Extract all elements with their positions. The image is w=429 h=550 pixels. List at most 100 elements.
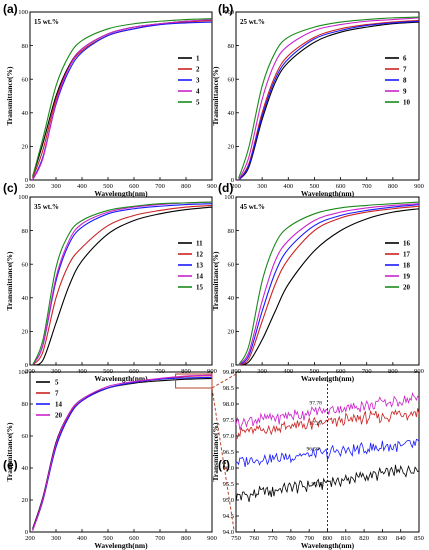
y-tick-label: 20 [22,497,29,504]
x-axis-title: Wavelength(nm) [301,374,355,383]
series-line-12 [32,204,213,366]
series-line-8 [238,20,420,181]
y-axis-title: Transmittance(%) [5,66,14,126]
x-tick-label: 900 [207,535,217,542]
panel-f: (f)75076077078079080081082083084085094.0… [211,369,424,550]
y-tick-label: 94.0 [223,529,234,536]
series-line-7 [236,408,419,439]
x-axis-title: Wavelength(nm) [94,374,148,383]
panel-letter: (a) [3,2,18,16]
y-axis-title: Transmittance(%) [211,251,220,311]
plot-frame [29,371,213,533]
x-tick-label: 500 [103,535,113,542]
x-tick-label: 750 [231,535,241,542]
series-line-2 [32,19,213,179]
x-tick-label: 200 [231,183,241,190]
concentration-label: 45 wt.% [240,203,265,211]
x-axis-title: Wavelength(nm) [301,189,355,198]
y-tick-label: 60 [22,76,29,83]
y-tick-label: 97.0 [223,433,234,440]
y-tick-label: 0 [25,529,28,536]
legend-label-14: 14 [55,401,63,409]
y-tick-label: 95.5 [223,481,234,488]
series-line-20 [236,391,419,430]
y-tick-label: 99.0 [223,369,234,376]
x-tick-label: 700 [155,535,165,542]
x-axis-title: Wavelength(nm) [94,189,148,198]
y-tick-label: 100 [18,369,28,376]
panel-d: (d)200 300 400 500 600 700 800 900 0 20 40 60 80 100 W… [211,181,424,383]
x-tick-label: 300 [51,535,61,542]
plot-frame [29,196,213,366]
value-annotation: 97.78 [310,401,323,407]
legend-label-11: 11 [196,240,203,248]
concentration-label: 15 wt.% [34,18,59,26]
y-tick-label: 20 [22,144,29,151]
x-tick-label: 600 [129,183,139,190]
plot-frame [235,196,420,366]
x-tick-label: 800 [323,535,333,542]
series-line-4 [32,19,213,181]
legend-label-12: 12 [196,251,204,259]
y-tick-label: 0 [25,177,28,184]
panel-letter: (e) [3,458,18,472]
series-line-20 [32,374,213,531]
x-axis-title: Wavelength(nm) [301,541,355,550]
x-tick-label: 200 [25,535,35,542]
legend-label-2: 2 [196,66,200,74]
legend-label-3: 3 [196,77,200,85]
y-tick-label: 94.5 [223,513,234,520]
y-tick-label: 95.0 [223,497,234,504]
y-tick-label: 0 [231,177,234,184]
y-tick-label: 100 [224,9,234,16]
value-annotation: 96.50 [307,446,320,452]
zoom-box [175,373,213,389]
concentration-label: 25 wt.% [240,18,265,26]
y-tick-label: 98.5 [223,385,234,392]
x-tick-label: 800 [181,535,191,542]
legend-label-8: 8 [403,77,407,85]
y-tick-label: 96.0 [223,465,234,472]
y-tick-label: 20 [22,329,29,336]
legend-label-20: 20 [55,412,63,420]
concentration-label: 35 wt.% [34,203,59,211]
series-line-19 [238,203,420,366]
y-tick-label: 80 [22,43,29,50]
legend-label-9: 9 [403,88,407,96]
panel-letter: (b) [218,2,233,16]
x-tick-label: 600 [336,183,346,190]
panel-c: (c) 200 300 400 500 600 700 800 900 0 20 40 60 80 100 W… [3,181,217,383]
legend-label-7: 7 [55,390,59,398]
y-tick-label: 100 [224,194,234,201]
y-tick-label: 60 [228,261,235,268]
panel-a: (a) 200 300 400 500 600 700 800 900 0 20 40 60 80 100 W… [3,2,217,198]
legend-label-19: 19 [403,273,411,281]
series-line-15 [32,201,213,366]
series-line-7 [32,374,213,531]
series-line-14 [32,201,213,366]
x-tick-label: 400 [283,183,293,190]
series-line-3 [32,21,213,181]
series-line-18 [238,204,420,366]
y-tick-label: 80 [228,43,235,50]
y-tick-label: 20 [228,329,235,336]
x-tick-label: 800 [181,183,191,190]
y-axis-title: Transmittance(%) [211,422,220,482]
y-tick-label: 100 [18,194,28,201]
series-line-6 [238,21,420,181]
y-tick-label: 40 [22,295,29,302]
plot-frame [29,11,213,181]
y-tick-label: 0 [231,362,234,369]
plot-frame [235,11,420,181]
x-axis-title: Wavelength(nm) [94,541,148,550]
x-tick-label: 850 [414,535,424,542]
x-tick-label: 200 [25,183,35,190]
legend-label-17: 17 [403,251,411,259]
y-tick-label: 96.5 [223,449,234,456]
legend-label-13: 13 [196,262,204,270]
series-line-9 [238,17,420,181]
series-line-10 [238,16,420,179]
y-tick-label: 100 [18,9,28,16]
panel-letter: (c) [3,181,18,195]
